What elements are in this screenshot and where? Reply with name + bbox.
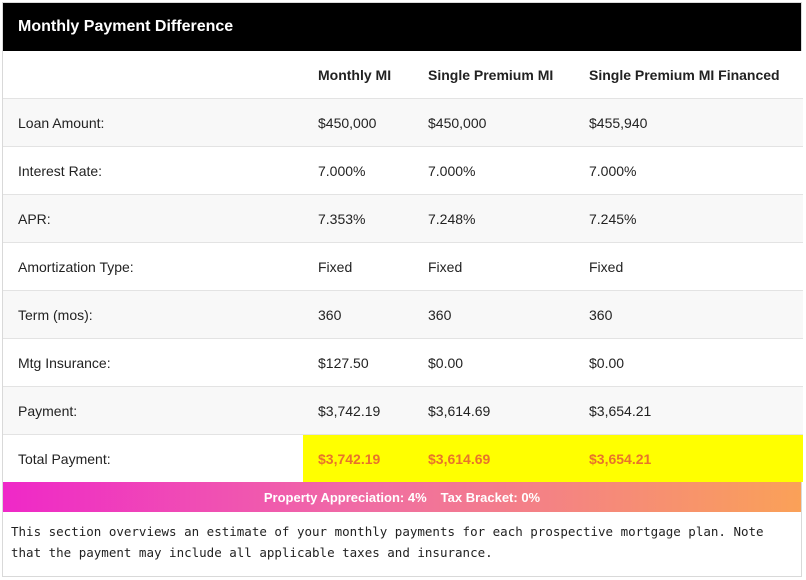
comparison-table: Monthly MI Single Premium MI Single Prem… [3, 51, 803, 482]
row-amortization-type: Amortization Type: Fixed Fixed Fixed [3, 242, 803, 291]
cell-monthly-mi: 360 [303, 290, 413, 339]
row-label: Interest Rate: [3, 146, 303, 195]
row-label: Total Payment: [3, 434, 303, 482]
cell-single-premium-mi-financed: $455,940 [574, 98, 803, 147]
cell-single-premium-mi-financed: $3,654.21 [574, 386, 803, 435]
cell-single-premium-mi: Fixed [413, 242, 574, 291]
row-interest-rate: Interest Rate: 7.000% 7.000% 7.000% [3, 146, 803, 195]
row-loan-amount: Loan Amount: $450,000 $450,000 $455,940 [3, 98, 803, 147]
row-apr: APR: 7.353% 7.248% 7.245% [3, 194, 803, 243]
column-header-single-premium-mi: Single Premium MI [413, 51, 574, 99]
row-label: Loan Amount: [3, 98, 303, 147]
row-mtg-insurance: Mtg Insurance: $127.50 $0.00 $0.00 [3, 338, 803, 387]
row-label: APR: [3, 194, 303, 243]
assumptions-banner: Property Appreciation: 4% Tax Bracket: 0… [3, 482, 801, 512]
cell-single-premium-mi-financed: Fixed [574, 242, 803, 291]
row-label: Payment: [3, 386, 303, 435]
tax-bracket: Tax Bracket: 0% [440, 489, 541, 505]
cell-single-premium-mi: 7.248% [413, 194, 574, 243]
cell-single-premium-mi: $0.00 [413, 338, 574, 387]
cell-single-premium-mi-financed: $0.00 [574, 338, 803, 387]
column-header-label [3, 51, 303, 99]
cell-single-premium-mi-financed: 360 [574, 290, 803, 339]
cell-single-premium-mi-financed: 7.245% [574, 194, 803, 243]
cell-single-premium-mi: 360 [413, 290, 574, 339]
row-label: Mtg Insurance: [3, 338, 303, 387]
cell-single-premium-mi: 7.000% [413, 146, 574, 195]
cell-monthly-mi: 7.353% [303, 194, 413, 243]
row-label: Term (mos): [3, 290, 303, 339]
cell-monthly-mi: $127.50 [303, 338, 413, 387]
cell-monthly-mi: $450,000 [303, 98, 413, 147]
cell-single-premium-mi-financed: 7.000% [574, 146, 803, 195]
total-single-premium-mi: $3,614.69 [413, 434, 574, 482]
column-header-single-premium-mi-financed: Single Premium MI Financed [574, 51, 803, 99]
cell-single-premium-mi: $3,614.69 [413, 386, 574, 435]
cell-single-premium-mi: $450,000 [413, 98, 574, 147]
cell-monthly-mi: $3,742.19 [303, 386, 413, 435]
cell-monthly-mi: Fixed [303, 242, 413, 291]
table-header-row: Monthly MI Single Premium MI Single Prem… [3, 51, 803, 99]
property-appreciation: Property Appreciation: 4% [263, 489, 427, 505]
row-payment: Payment: $3,742.19 $3,614.69 $3,654.21 [3, 386, 803, 435]
cell-monthly-mi: 7.000% [303, 146, 413, 195]
card-title: Monthly Payment Difference [3, 3, 801, 51]
column-header-monthly-mi: Monthly MI [303, 51, 413, 99]
section-note: This section overviews an estimate of yo… [11, 524, 764, 560]
total-single-premium-mi-financed: $3,654.21 [574, 434, 803, 482]
row-term: Term (mos): 360 360 360 [3, 290, 803, 339]
row-label: Amortization Type: [3, 242, 303, 291]
row-total-payment: Total Payment: $3,742.19 $3,614.69 $3,65… [3, 434, 803, 482]
total-monthly-mi: $3,742.19 [303, 434, 413, 482]
